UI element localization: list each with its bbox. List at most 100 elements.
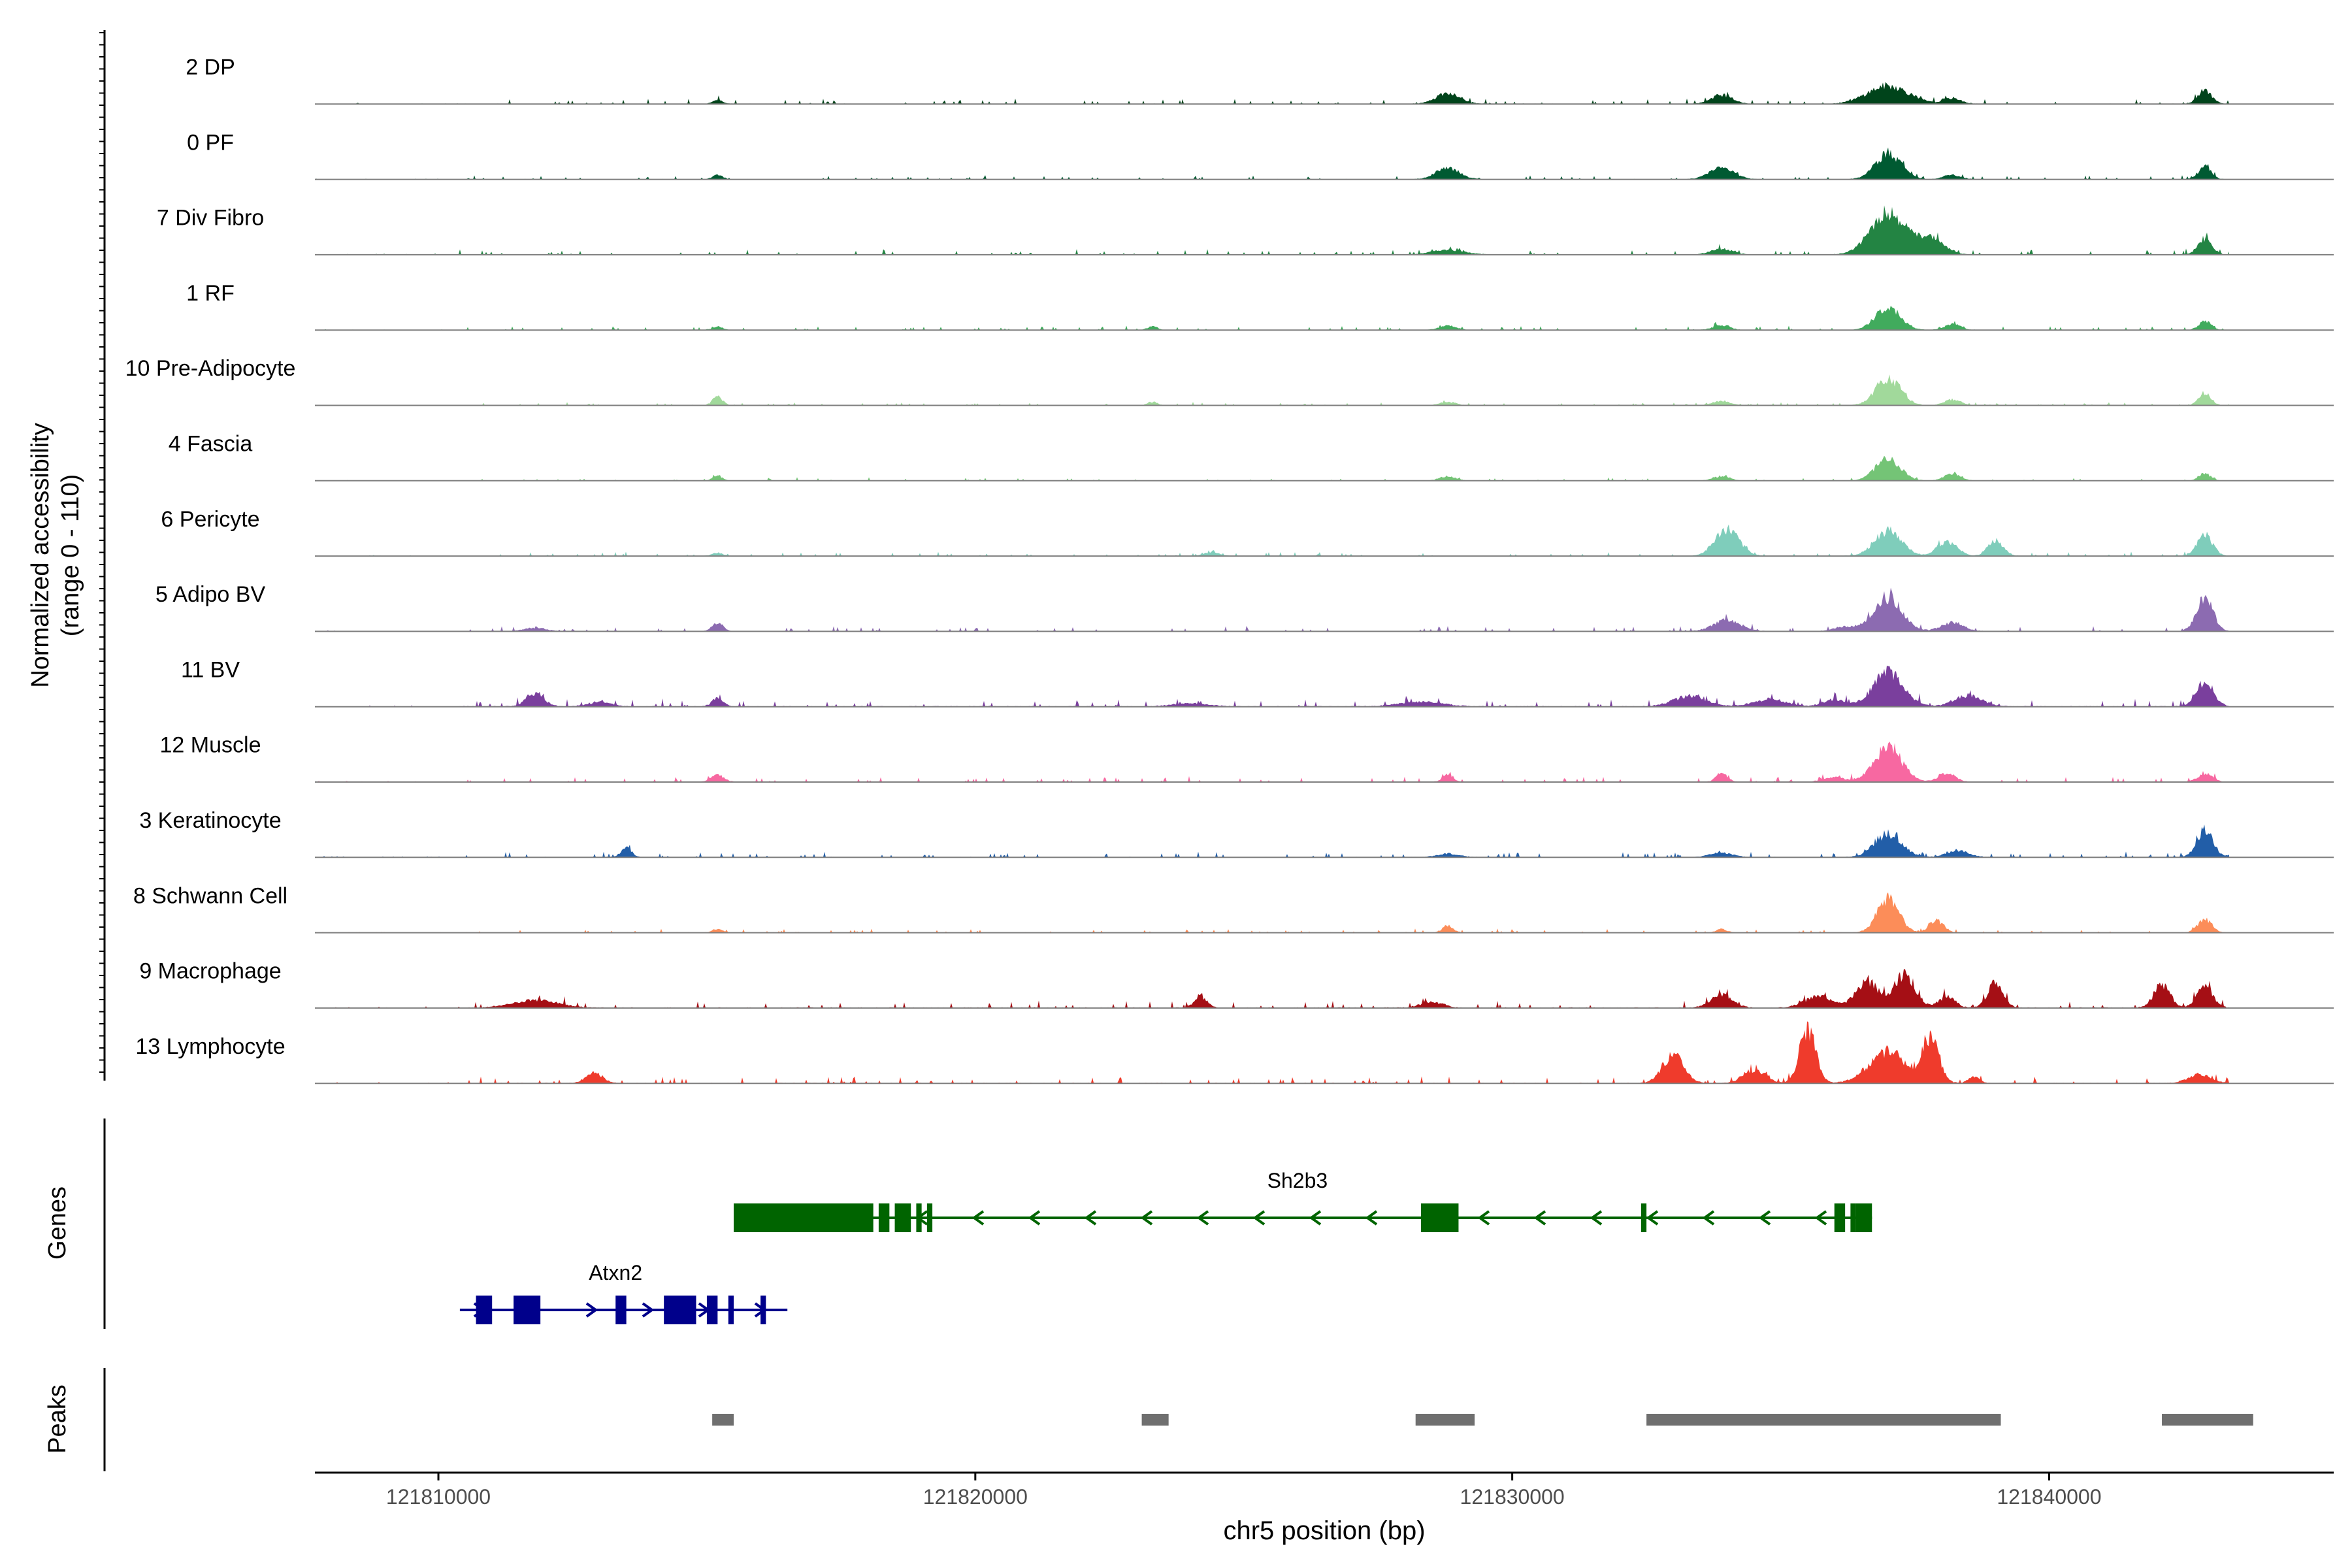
gene-exon	[734, 1203, 874, 1232]
track-area	[315, 1021, 2229, 1084]
genes-panel-label: Genes	[44, 1186, 71, 1260]
gene-strand-arrow	[1590, 1210, 1603, 1226]
y-axis-title-line1: Normalized accessibility	[27, 423, 54, 687]
x-tick-label: 121820000	[923, 1485, 1028, 1509]
track-12-muscle: 12 Muscle	[160, 733, 2334, 783]
gene-exon	[476, 1296, 493, 1324]
track-13-lymphocyte: 13 Lymphocyte	[135, 1021, 2334, 1085]
tracks-axis-ticks	[99, 32, 105, 1073]
track-label: 12 Muscle	[160, 733, 261, 758]
track-area	[315, 524, 2229, 557]
gene-sh2b3: Sh2b3	[734, 1169, 1872, 1232]
x-tick-label: 121810000	[386, 1485, 491, 1509]
track-11-bv: 11 BV	[181, 657, 2334, 708]
gene-strand-arrow	[1252, 1210, 1266, 1226]
track-area	[315, 305, 2229, 331]
track-label: 2 DP	[186, 55, 235, 80]
peak-region	[1415, 1414, 1475, 1426]
gene-strand-arrow	[1140, 1210, 1153, 1226]
peak-region	[1646, 1414, 2001, 1426]
gene-exon	[728, 1296, 734, 1324]
gene-strand-arrow	[1365, 1210, 1378, 1226]
track-8-schwann-cell: 8 Schwann Cell	[133, 883, 2334, 934]
peak-region	[712, 1414, 734, 1426]
gene-exon	[1834, 1203, 1846, 1232]
x-tick-label: 121840000	[1997, 1485, 2101, 1509]
gene-strand-arrow	[585, 1302, 598, 1318]
track-label: 5 Adipo BV	[155, 582, 266, 607]
track-area	[315, 455, 2229, 481]
track-label: 4 Fascia	[169, 432, 253, 457]
gene-strand-arrow	[642, 1302, 655, 1318]
peak-region	[1141, 1414, 1169, 1426]
gene-exon	[514, 1296, 541, 1324]
gene-name-label: Sh2b3	[1267, 1169, 1328, 1192]
gene-exon	[1641, 1203, 1647, 1232]
gene-exon	[926, 1203, 933, 1232]
track-area	[315, 374, 2229, 406]
track-1-rf: 1 RF	[186, 281, 2334, 331]
gene-strand-arrow	[1028, 1210, 1041, 1226]
gene-exon	[878, 1203, 890, 1232]
track-area	[315, 825, 2229, 858]
track-area	[315, 82, 2229, 105]
gene-strand-arrow	[1196, 1210, 1209, 1226]
track-5-adipo-bv: 5 Adipo BV	[155, 582, 2334, 632]
track-10-pre-adipocyte: 10 Pre-Adipocyte	[125, 356, 2334, 406]
track-2-dp: 2 DP	[186, 55, 2334, 105]
gene-atxn2: Atxn2	[459, 1261, 788, 1324]
track-area	[315, 587, 2229, 632]
track-area	[315, 205, 2229, 255]
gene-exon	[706, 1296, 718, 1324]
gene-strand-arrow	[1477, 1210, 1490, 1226]
track-label: 13 Lymphocyte	[135, 1034, 285, 1059]
track-area	[315, 969, 2229, 1008]
gene-exon	[916, 1203, 922, 1232]
track-label: 10 Pre-Adipocyte	[125, 356, 296, 381]
gene-strand-arrow	[1814, 1210, 1827, 1226]
accessibility-tracks: 2 DP 0 PF 7 Div Fibro 1 RF 10 Pre-Adipocyte 4…	[125, 55, 2334, 1085]
gene-strand-arrow	[972, 1210, 985, 1226]
gene-strand-arrow	[1646, 1210, 1659, 1226]
track-6-pericyte: 6 Pericyte	[161, 507, 2334, 557]
gene-exon	[1420, 1203, 1459, 1232]
track-label: 7 Div Fibro	[157, 206, 264, 231]
gene-strand-arrow	[1533, 1210, 1546, 1226]
gene-name-label: Atxn2	[589, 1261, 642, 1284]
y-axis-title-line2: (range 0 - 110)	[57, 474, 84, 637]
track-label: 0 PF	[187, 130, 234, 155]
track-label: 3 Keratinocyte	[139, 808, 281, 833]
peak-region	[2162, 1414, 2253, 1426]
peaks-panel-label: Peaks	[44, 1384, 71, 1454]
track-area	[315, 742, 2229, 782]
gene-exon	[664, 1296, 696, 1324]
track-area	[315, 147, 2229, 180]
gene-exon	[760, 1296, 766, 1324]
gene-strand-arrow	[1702, 1210, 1715, 1226]
gene-exon	[894, 1203, 911, 1232]
x-tick-label: 121830000	[1460, 1485, 1565, 1509]
track-3-keratinocyte: 3 Keratinocyte	[139, 808, 2334, 858]
genes-panel: Sh2b3 Atxn2	[459, 1169, 1872, 1324]
gene-exon	[1850, 1203, 1856, 1232]
x-axis-ticks: 121810000 121820000 121830000 121840000	[386, 1473, 2102, 1509]
track-label: 1 RF	[186, 281, 235, 306]
track-0-pf: 0 PF	[187, 130, 2334, 180]
track-area	[315, 665, 2229, 707]
track-label: 11 BV	[181, 657, 240, 682]
track-7-div-fibro: 7 Div Fibro	[157, 205, 2334, 255]
track-label: 9 Macrophage	[139, 959, 281, 984]
track-area	[315, 892, 2229, 933]
track-9-macrophage: 9 Macrophage	[139, 959, 2334, 1009]
y-axis-title: Normalized accessibility (range 0 - 110)	[27, 423, 84, 687]
track-label: 6 Pericyte	[161, 507, 259, 532]
x-axis-title: chr5 position (bp)	[1223, 1516, 1425, 1545]
track-label: 8 Schwann Cell	[133, 883, 287, 908]
gene-strand-arrow	[1309, 1210, 1322, 1226]
gene-exon	[1855, 1203, 1872, 1232]
gene-strand-arrow	[1084, 1210, 1097, 1226]
track-4-fascia: 4 Fascia	[169, 432, 2334, 482]
gene-exon	[615, 1296, 627, 1324]
peaks-panel	[712, 1414, 2253, 1426]
